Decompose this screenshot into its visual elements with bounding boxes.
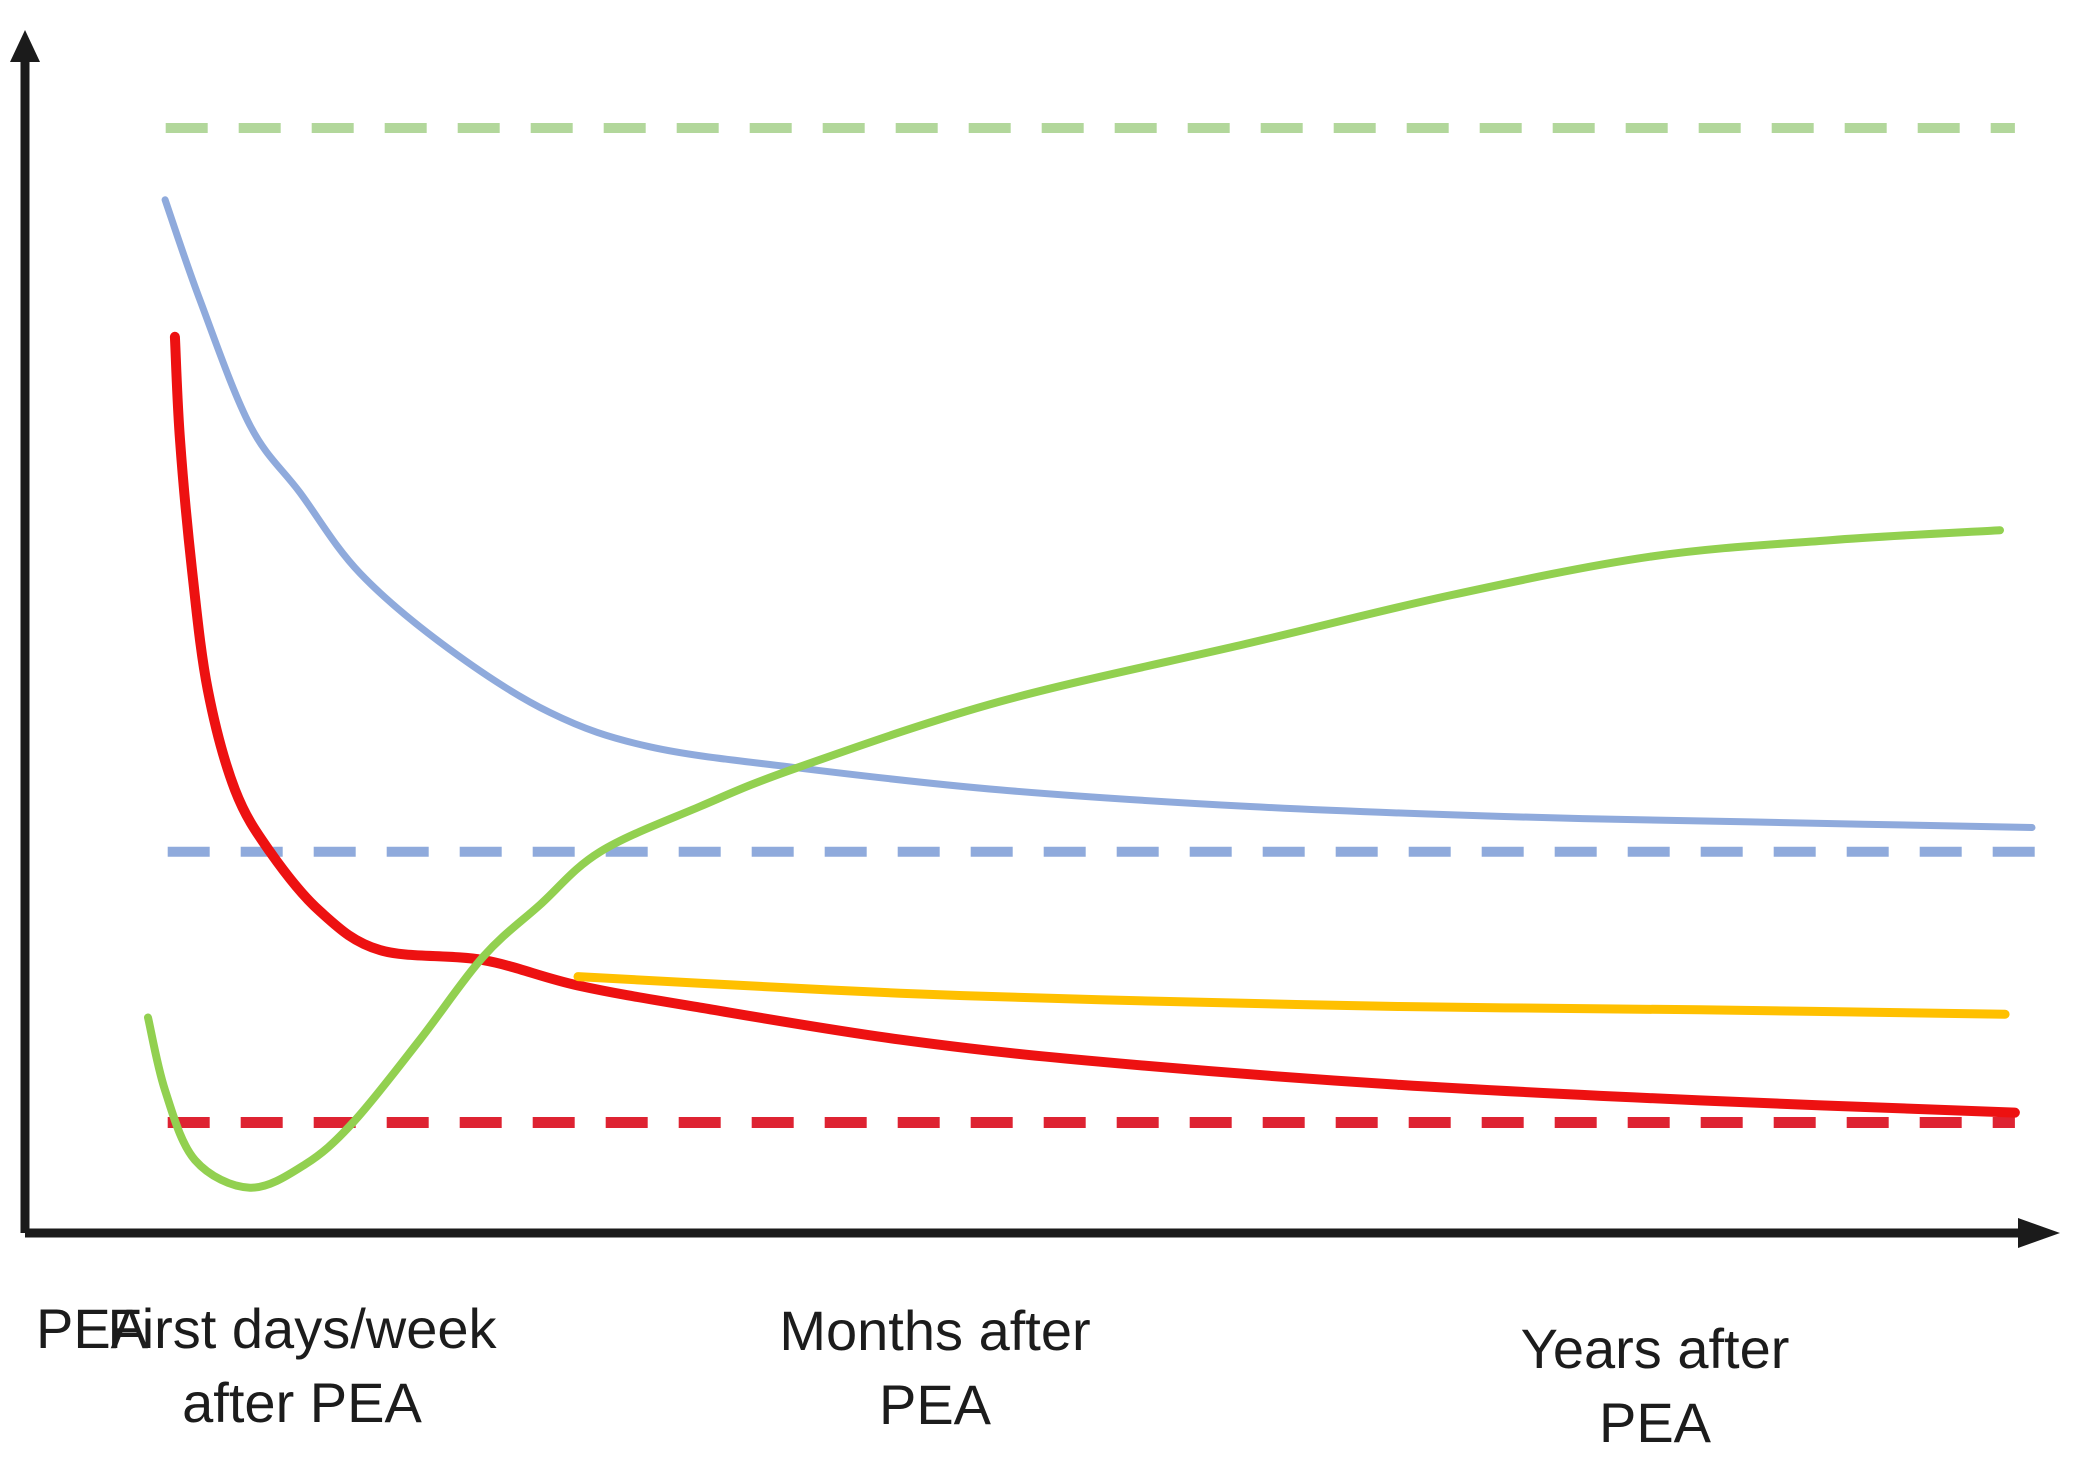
red-solid-curve [169, 331, 2020, 1118]
x-axis-label-line: Years after [1520, 1317, 1790, 1380]
y-axis-arrowhead [10, 30, 40, 62]
x-axis-label-line: First days/week [107, 1297, 497, 1360]
green-solid-curve [144, 526, 2004, 1192]
x-axis-label-years-after: Years after PEA [1521, 1312, 1790, 1457]
x-axis-label-line: PEA [35, 1297, 149, 1360]
x-axis-label-line: PEA [1598, 1391, 1712, 1454]
x-axis-arrowhead [2018, 1218, 2060, 1248]
x-axis-label-months-after: Months after PEA [779, 1294, 1090, 1442]
x-axis-label-line: PEA [878, 1373, 992, 1436]
x-axis-label-pea: PEA [36, 1292, 148, 1366]
axes-group [10, 30, 2060, 1248]
orange-solid-curve [573, 972, 2010, 1019]
x-axis-label-line: Months after [779, 1299, 1091, 1362]
blue-solid-curve [161, 196, 2036, 831]
x-axis-label-line: after PEA [182, 1371, 422, 1434]
x-axis-label-first-days-week: First days/week after PEA [108, 1292, 497, 1440]
series-group [144, 123, 2036, 1192]
